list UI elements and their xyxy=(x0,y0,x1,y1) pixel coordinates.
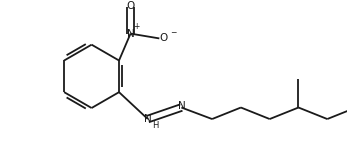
Text: +: + xyxy=(133,22,139,31)
Text: O: O xyxy=(126,1,135,11)
Text: N: N xyxy=(177,101,185,111)
Text: O: O xyxy=(159,33,167,43)
Text: H: H xyxy=(152,121,159,130)
Text: N: N xyxy=(127,29,135,39)
Text: −: − xyxy=(171,28,177,37)
Text: N: N xyxy=(144,114,152,124)
